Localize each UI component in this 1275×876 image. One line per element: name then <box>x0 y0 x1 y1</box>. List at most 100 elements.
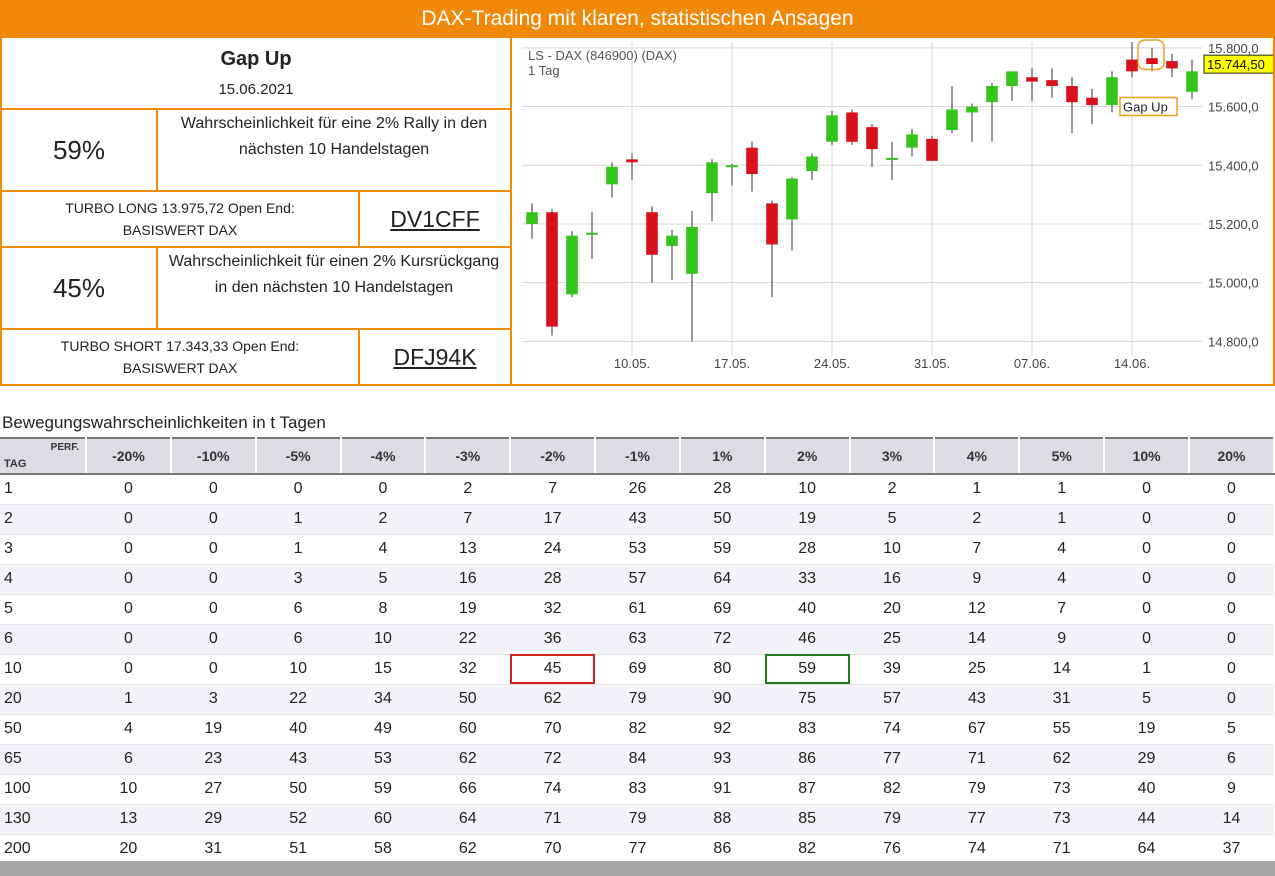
row-day-label: 6 <box>0 624 86 655</box>
gap-up-annotation: Gap Up <box>1123 99 1168 114</box>
table-row: 50 4 19 40 49 60 70 82 92 83 74 67 55 19 5 <box>0 714 1274 745</box>
table-cell: 0 <box>170 594 256 625</box>
page-title: DAX-Trading mit klaren, statistischen An… <box>421 7 854 30</box>
table-cell: 50 <box>255 774 341 805</box>
table-cell: 6 <box>86 744 171 775</box>
candle-up <box>986 86 998 103</box>
column-header: 3% <box>849 437 936 475</box>
table-cell: 44 <box>1104 804 1189 835</box>
table-cell: 0 <box>1188 654 1274 685</box>
table-cell: 20 <box>849 594 935 625</box>
signal-info: Gap Up 15.06.2021 59% Wahrscheinlichkeit… <box>2 38 512 384</box>
short-wkn-link[interactable]: DFJ94K <box>393 343 477 370</box>
table-cell: 2 <box>340 504 426 535</box>
table-cell: 63 <box>595 624 680 655</box>
table-cell: 0 <box>170 624 256 655</box>
table-cell: 85 <box>764 804 850 835</box>
table-row: 2 0 0 1 2 7 17 43 50 19 5 2 1 0 0 <box>0 504 1274 535</box>
tag-label: TAG <box>4 458 27 470</box>
table-row: 65 6 23 43 53 62 72 84 93 86 77 71 62 29 6 <box>0 744 1274 775</box>
candle-down <box>546 212 558 327</box>
candle-up <box>666 235 678 246</box>
table-cell: 0 <box>1188 504 1274 535</box>
candle-down <box>1146 58 1158 65</box>
table-cell: 1 <box>1019 504 1105 535</box>
signal-name: Gap Up <box>220 48 292 70</box>
table-cell: 62 <box>510 684 596 715</box>
table-cell: 71 <box>934 744 1020 775</box>
table-row: 10 0 0 10 15 32 45 69 80 59 39 25 14 1 0 <box>0 654 1274 685</box>
table-cell: 70 <box>510 714 596 745</box>
table-cell: 10 <box>340 624 426 655</box>
page-header: DAX-Trading mit klaren, statistischen An… <box>0 0 1275 38</box>
x-tick-label: 14.06. <box>1114 356 1150 371</box>
table-cell: 8 <box>340 594 426 625</box>
table-cell: 70 <box>510 834 596 865</box>
long-wkn-link[interactable]: DV1CFF <box>390 205 480 232</box>
table-cell: 7 <box>934 534 1020 565</box>
table-cell: 23 <box>170 744 256 775</box>
table-cell: 15 <box>340 654 426 685</box>
candle-up <box>706 162 718 194</box>
candle-up <box>606 166 618 185</box>
table-cell: 0 <box>86 564 171 595</box>
table-cell: 0 <box>170 474 256 505</box>
table-cell: 0 <box>1188 534 1274 565</box>
row-day-label: 20 <box>0 684 86 715</box>
table-cell: 64 <box>425 804 511 835</box>
table-cell: 50 <box>679 504 765 535</box>
y-tick-label: 15.200,0 <box>1208 217 1259 232</box>
table-cell: 7 <box>1019 594 1105 625</box>
table-cell: 69 <box>679 594 765 625</box>
candle-up <box>726 165 738 168</box>
chart-title: LS - DAX (846900) (DAX) <box>528 48 677 63</box>
table-cell: 79 <box>595 684 680 715</box>
table-cell: 13 <box>425 534 511 565</box>
table-cell: 82 <box>849 774 935 805</box>
table-cell: 71 <box>510 804 596 835</box>
table-cell: 19 <box>1104 714 1189 745</box>
table-cell: 88 <box>679 804 765 835</box>
table-cell: 83 <box>595 774 680 805</box>
table-cell: 43 <box>255 744 341 775</box>
table-cell: 0 <box>86 654 171 685</box>
row-day-label: 3 <box>0 534 86 565</box>
table-cell: 0 <box>1104 564 1189 595</box>
highlighted-cell: 59 <box>764 654 850 685</box>
y-tick-label: 15.400,0 <box>1208 158 1259 173</box>
table-cell: 10 <box>849 534 935 565</box>
table-cell: 1 <box>1104 654 1189 685</box>
long-probability: 59% <box>52 134 106 165</box>
table-cell: 40 <box>764 594 850 625</box>
table-cell: 1 <box>255 504 341 535</box>
candle-down <box>746 147 758 175</box>
table-cell: 79 <box>934 774 1020 805</box>
table-cell: 1 <box>1019 474 1105 505</box>
table-cell: 64 <box>1104 834 1189 865</box>
table-cell: 19 <box>170 714 256 745</box>
column-header: -20% <box>86 437 172 475</box>
row-day-label: 2 <box>0 504 86 535</box>
short-description-line1: Wahrscheinlichkeit für einen 2% Kursrück… <box>168 253 500 270</box>
table-cell: 0 <box>1188 684 1274 715</box>
table-cell: 73 <box>1019 804 1105 835</box>
table-cell: 73 <box>1019 774 1105 805</box>
table-row: 5 0 0 6 8 19 32 61 69 40 20 12 7 0 0 <box>0 594 1274 625</box>
table-cell: 79 <box>595 804 680 835</box>
table-row: 200 20 31 51 58 62 70 77 86 82 76 74 71 64 37 <box>0 834 1274 865</box>
candle-up <box>946 109 958 131</box>
table-row: 130 13 29 52 60 64 71 79 88 85 79 77 73 44 14 <box>0 804 1274 835</box>
candle-down <box>766 203 778 245</box>
table-cell: 50 <box>425 684 511 715</box>
footer-bar <box>0 861 1275 876</box>
candle-up <box>966 106 978 113</box>
candle-down <box>626 159 638 163</box>
table-cell: 16 <box>425 564 511 595</box>
short-description-line2: in den nächsten 10 Handelstagen <box>214 279 454 296</box>
table-cell: 29 <box>170 804 256 835</box>
column-header: 5% <box>1019 437 1106 475</box>
column-header: -3% <box>425 437 512 475</box>
table-cell: 72 <box>510 744 596 775</box>
y-tick-label: 15.000,0 <box>1208 276 1259 291</box>
candle-down <box>1026 77 1038 82</box>
